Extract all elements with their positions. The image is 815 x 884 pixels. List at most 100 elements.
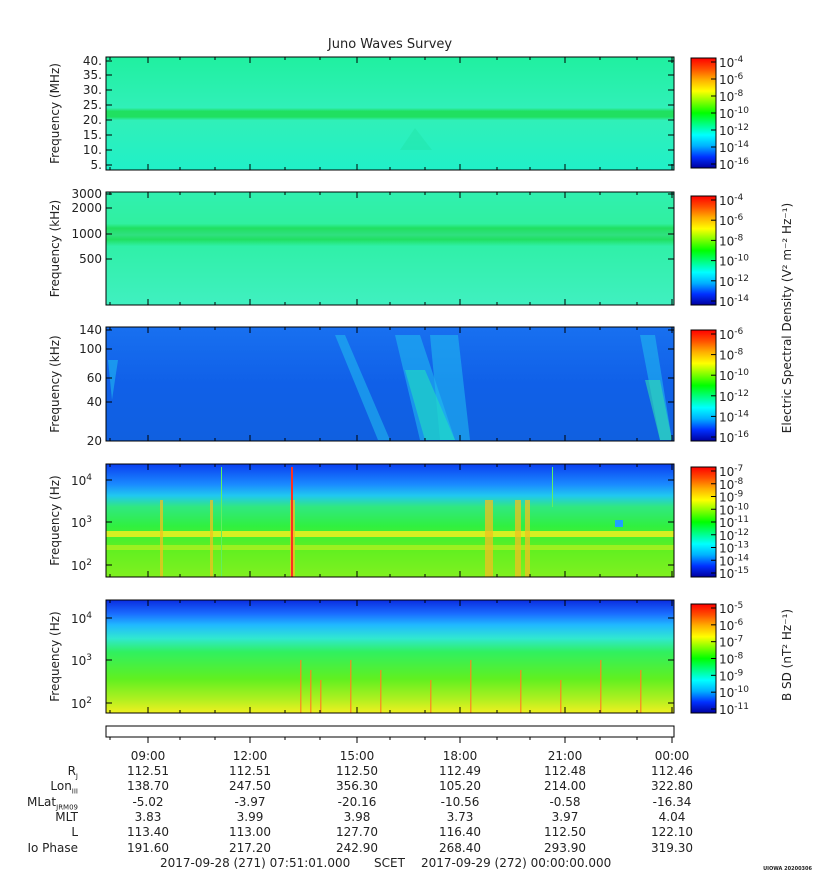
chart-title: Juno Waves Survey [327, 37, 453, 52]
ephemeris-value: 268.40 [439, 840, 481, 855]
y-tick-label: 103 [71, 653, 92, 668]
ephemeris-value: 112.51 [229, 764, 271, 778]
colorbar-tick-label: 10-12 [719, 389, 749, 404]
y-tick-label: 40 [87, 395, 102, 409]
y-tick-label: 10. [83, 143, 102, 157]
ephemeris-value: 113.00 [229, 825, 271, 840]
colorbar-tick-label: 10-9 [719, 668, 744, 683]
ephemeris-value: -10.56 [440, 794, 480, 809]
spectrogram-image [106, 192, 674, 305]
ephemeris-value: 112.51 [127, 764, 169, 778]
ephemeris-value: 356.30 [336, 779, 378, 794]
ephemeris-value: -20.16 [337, 794, 377, 809]
spectrogram-features [400, 128, 432, 150]
ephemeris-value: 191.60 [127, 840, 169, 855]
footer-scet-label: SCET [374, 856, 405, 870]
version-stamp: UIOWA 20200306 [763, 866, 812, 872]
ephemeris-row-label: MLatJRM09 [27, 794, 78, 811]
ephemeris-value: 112.46 [651, 764, 693, 778]
y-tick-label: 500 [79, 252, 102, 266]
y-tick-label: 35. [83, 68, 102, 82]
ephemeris-value: 319.30 [651, 840, 693, 855]
y-axis-label: Frequency (Hz) [48, 611, 62, 702]
spectrogram-features [108, 335, 672, 440]
colorbar-tick-label: 10-10 [719, 106, 749, 121]
ephemeris-value: 113.40 [127, 825, 169, 840]
colorbar-tick-label: 10-7 [719, 635, 743, 650]
ephemeris-value: 247.50 [229, 779, 271, 794]
colorbar-tick-label: 10-6 [719, 213, 744, 228]
footer-start-time: 2017-09-28 (271) 07:51:01.000 [160, 856, 351, 870]
ephemeris-value: -5.02 [132, 794, 164, 809]
y-axis-label: Frequency (kHz) [48, 335, 62, 432]
colorbar-tick-label: 10-12 [719, 123, 749, 138]
y-tick-label: 102 [71, 558, 92, 573]
y-tick-label: 25. [83, 98, 102, 112]
colorbar-tick-label: 10-8 [719, 652, 744, 667]
y-tick-label: 104 [71, 611, 92, 626]
colorbar-label-magnetic: B SD (nT² Hz⁻¹) [780, 609, 794, 701]
y-tick-label: 3000 [71, 187, 102, 201]
colorbar [690, 195, 717, 306]
ephemeris-value: 293.90 [544, 840, 586, 855]
colorbar-tick-label: 10-10 [719, 502, 749, 517]
ephemeris-value: 3.99 [236, 809, 264, 824]
colorbar-tick-label: 10-10 [719, 368, 749, 383]
colorbar-tick-label: 10-14 [719, 409, 749, 424]
ephemeris-value: 3.97 [551, 809, 579, 824]
ephemeris-value: 4.04 [658, 809, 686, 824]
spectrogram-panel-1: 40.35.30.25.20.15.10.5. Frequency (MHz) [48, 54, 717, 172]
y-tick-label: 102 [71, 696, 92, 711]
y-tick-label: 1000 [71, 227, 102, 241]
ephemeris-value: 242.90 [336, 840, 378, 855]
ephemeris-value: 122.10 [651, 825, 693, 840]
ephemeris-value: -16.34 [652, 794, 692, 809]
colorbar-tick-label: 10-16 [719, 430, 749, 445]
ephemeris-value: -0.58 [549, 794, 581, 809]
spectrogram-panel-3: 140 100 60 40 20 Frequency (kHz) [48, 323, 717, 448]
colorbar [690, 329, 717, 442]
colorbar-tick-label: 10-7 [719, 464, 743, 479]
ephemeris-value: 217.20 [229, 840, 271, 855]
ephemeris-value: 112.50 [544, 825, 586, 840]
y-tick-label: 30. [83, 83, 102, 97]
ephemeris-value: 3.83 [134, 809, 162, 824]
ephemeris-row-label: LonIII [50, 779, 78, 796]
colorbar-tick-label: 10-14 [719, 140, 749, 155]
ephemeris-value: 322.80 [651, 779, 693, 794]
y-tick-label: 60 [87, 371, 102, 385]
colorbar-tick-label: 10-9 [719, 490, 744, 505]
colorbar-tick-label: 10-6 [719, 618, 744, 633]
colorbar-tick-label: 10-4 [719, 193, 744, 208]
footer-end-time: 2017-09-29 (272) 00:00:00.000 [421, 856, 612, 870]
y-tick-label: 100 [79, 342, 102, 356]
ephemeris-row-label: L [71, 825, 78, 840]
y-tick-label: 15. [83, 128, 102, 142]
colorbar-tick-label: 10-14 [719, 553, 749, 568]
colorbar-tick-label: 10-13 [719, 541, 749, 556]
colorbar-tick-label: 10-4 [719, 55, 744, 70]
colorbar-tick-label: 10-11 [719, 702, 749, 717]
ephemeris-value: 112.49 [439, 764, 481, 778]
ephemeris-row-label: Io Phase [27, 840, 78, 855]
ephemeris-value: 127.70 [336, 825, 378, 840]
y-tick-label: 103 [71, 515, 92, 530]
colorbar-tick-label: 10-6 [719, 72, 744, 87]
time-tick-label: 09:00 [131, 749, 166, 763]
spectrogram-image [106, 327, 674, 441]
colorbar-tick-label: 10-5 [719, 601, 743, 616]
ephemeris-value: 3.98 [343, 809, 371, 824]
colorbar-tick-label: 10-16 [719, 157, 749, 172]
ephemeris-row-label: MLT [55, 809, 78, 824]
time-tick-label: 21:00 [548, 749, 583, 763]
colorbar-label-electric: Electric Spectral Density (V² m⁻² Hz⁻¹) [780, 203, 794, 433]
ephemeris-value: 3.73 [446, 809, 474, 824]
y-tick-label: 104 [71, 473, 92, 488]
time-tick-label: 15:00 [340, 749, 375, 763]
colorbar-tick-label: 10-8 [719, 348, 744, 363]
ephemeris-value: 138.70 [127, 779, 169, 794]
colorbar-tick-label: 10-8 [719, 89, 744, 104]
y-axis-label: Frequency (MHz) [48, 63, 62, 164]
